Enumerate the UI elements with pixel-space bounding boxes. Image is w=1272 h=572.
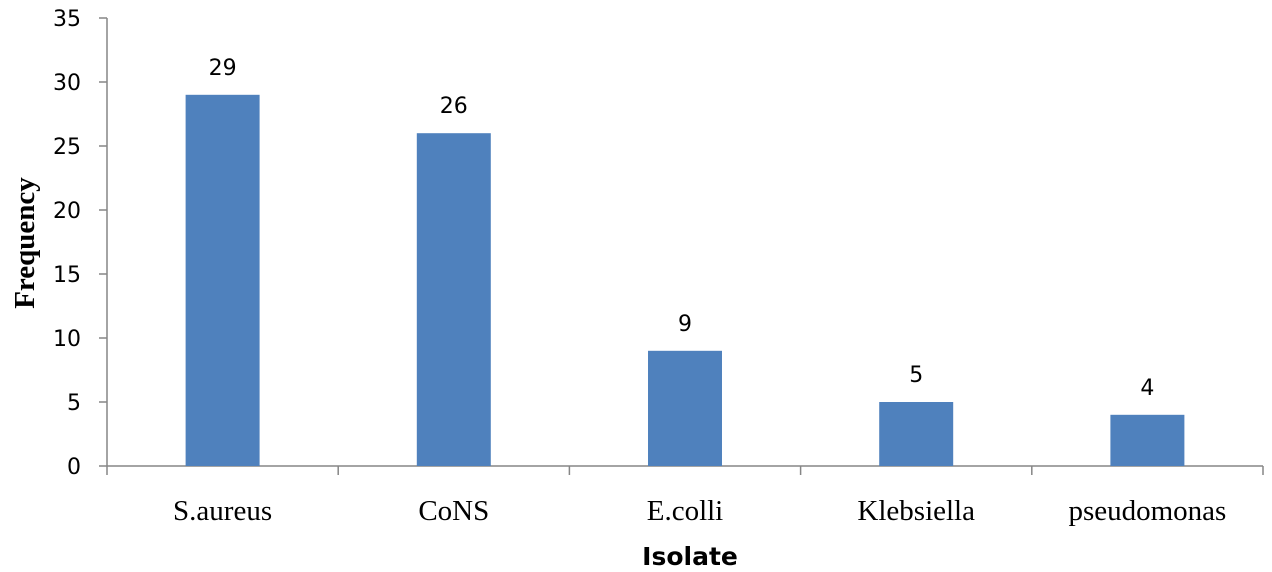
y-tick-label: 10 <box>53 327 81 352</box>
y-axis: 0 5 10 15 20 25 30 35 <box>53 7 108 480</box>
bar <box>879 402 954 466</box>
x-axis: S.aureus CoNS E.colli Klebsiella pseudomonas <box>106 465 1264 527</box>
bar <box>185 94 260 467</box>
bar <box>648 350 722 466</box>
data-labels: 29 26 9 5 4 <box>209 56 1155 401</box>
y-tick-label: 5 <box>67 391 81 416</box>
x-tick-label: Klebsiella <box>857 495 975 527</box>
bar <box>1110 414 1185 466</box>
y-tick-label: 35 <box>53 7 81 32</box>
bar-series <box>185 94 1185 467</box>
y-tick-label: 25 <box>53 135 81 160</box>
x-axis-title: Isolate <box>642 542 738 571</box>
x-axis-ticks: S.aureus CoNS E.colli Klebsiella pseudomonas <box>106 466 1264 527</box>
bar-data-label: 9 <box>678 312 692 337</box>
y-tick-label: 15 <box>53 263 81 288</box>
y-axis-title: Frequency <box>9 177 41 309</box>
x-tick-label: E.colli <box>647 495 724 527</box>
y-tick-label: 30 <box>53 71 81 96</box>
x-tick-label: pseudomonas <box>1068 495 1226 527</box>
x-tick-label: CoNS <box>418 495 489 527</box>
bar <box>416 133 491 466</box>
y-axis-ticks: 0 5 10 15 20 25 30 35 <box>53 7 107 480</box>
x-tick-label: S.aureus <box>173 495 272 527</box>
bar-data-label: 5 <box>909 363 923 388</box>
bar-data-label: 29 <box>209 56 237 81</box>
y-tick-label: 20 <box>53 199 81 224</box>
y-tick-label: 0 <box>67 455 81 480</box>
bar-data-label: 4 <box>1140 376 1154 401</box>
bar-data-label: 26 <box>440 94 468 119</box>
